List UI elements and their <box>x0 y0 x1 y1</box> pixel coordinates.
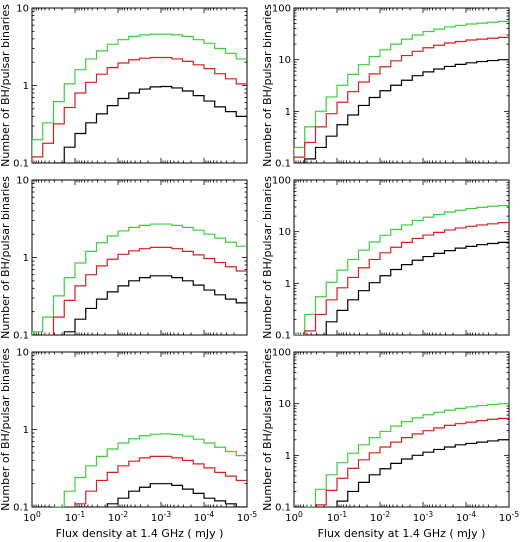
series-black-histogram <box>315 241 509 335</box>
y-tick-label: 10 <box>16 176 29 187</box>
y-tick-label: 10 <box>278 227 291 238</box>
y-tick-label: 1 <box>23 425 29 436</box>
y-tick-label: 0.1 <box>275 503 291 514</box>
x-tick-label: 100 <box>23 510 41 524</box>
y-tick-label: 1 <box>285 279 291 290</box>
series-green-histogram <box>32 223 247 335</box>
y-tick-label: 1 <box>23 253 29 264</box>
x-tick-label: 10-1 <box>327 510 347 524</box>
x-tick-label: 10-4 <box>456 510 476 524</box>
y-tick-label: 0.1 <box>13 503 29 514</box>
panel-row2-left: 0.1 1 10 Number of BH/pulsar binaries <box>0 176 248 342</box>
series-black-histogram <box>63 275 247 335</box>
x-axis-label: Flux density at 1.4 GHz ( mJy ) <box>318 527 486 540</box>
y-axis-label: Number of BH/pulsar binaries <box>0 176 12 339</box>
y-tick-label: 0.1 <box>275 159 291 170</box>
y-axis-label: Number of BH/pulsar binaries <box>261 4 274 167</box>
y-axis-label: Number of BH/pulsar binaries <box>261 348 274 511</box>
y-axis-label: Number of BH/pulsar binaries <box>261 176 274 339</box>
series-red-histogram <box>74 455 247 507</box>
plot-frame <box>31 351 248 508</box>
y-tick-label: 1 <box>285 451 291 462</box>
series-red-histogram <box>32 56 247 163</box>
y-axis-label: Number of BH/pulsar binaries <box>0 348 12 511</box>
series-black-histogram <box>304 59 509 163</box>
x-axis-label: Flux density at 1.4 GHz ( mJy ) <box>56 527 224 540</box>
plot-frame <box>293 7 510 164</box>
series-green-histogram <box>294 20 509 163</box>
y-tick-label: 100 <box>272 176 291 187</box>
series-black-histogram <box>336 439 509 507</box>
y-tick-label: 100 <box>272 348 291 359</box>
x-tick-label: 10-2 <box>108 510 128 524</box>
y-axis-label: Number of BH/pulsar binaries <box>0 4 12 167</box>
series-green-histogram <box>304 403 509 507</box>
x-tick-label: 10-3 <box>413 510 433 524</box>
y-tick-label: 0.1 <box>13 331 29 342</box>
plot-frame <box>293 351 510 508</box>
series-red-histogram <box>304 221 509 335</box>
x-tick-label: 10-3 <box>151 510 171 524</box>
x-tick-label: 10-1 <box>65 510 85 524</box>
y-tick-label: 0.1 <box>13 159 29 170</box>
x-tick-label: 10-5 <box>237 510 257 524</box>
series-green-histogram <box>53 433 247 507</box>
series-red-histogram <box>314 417 509 507</box>
y-tick-label: 100 <box>272 4 291 15</box>
y-tick-label: 10 <box>16 4 29 15</box>
series-red-histogram <box>294 36 509 163</box>
x-tick-label: 10-2 <box>370 510 390 524</box>
x-tick-label: 10-4 <box>194 510 214 524</box>
panel-row1-left: 0.1 1 10 Number of BH/pulsar binaries <box>0 4 248 170</box>
y-tick-label: 10 <box>278 55 291 66</box>
x-tick-label: 100 <box>285 510 303 524</box>
y-tick-label: 1 <box>23 81 29 92</box>
y-tick-label: 0.1 <box>275 331 291 342</box>
y-tick-label: 10 <box>278 399 291 410</box>
panel-row3-left: 0.1 1 10 Number of BH/pulsar binaries 100 10-… <box>0 348 257 541</box>
series-black-histogram <box>53 85 247 163</box>
plot-frame <box>293 179 510 336</box>
series-black-histogram <box>106 483 247 507</box>
y-tick-label: 1 <box>285 107 291 118</box>
x-tick-label: 10-5 <box>499 510 519 524</box>
series-green-histogram <box>32 33 247 163</box>
y-tick-label: 10 <box>16 348 29 359</box>
series-green-histogram <box>294 204 509 335</box>
series-red-histogram <box>42 246 247 335</box>
